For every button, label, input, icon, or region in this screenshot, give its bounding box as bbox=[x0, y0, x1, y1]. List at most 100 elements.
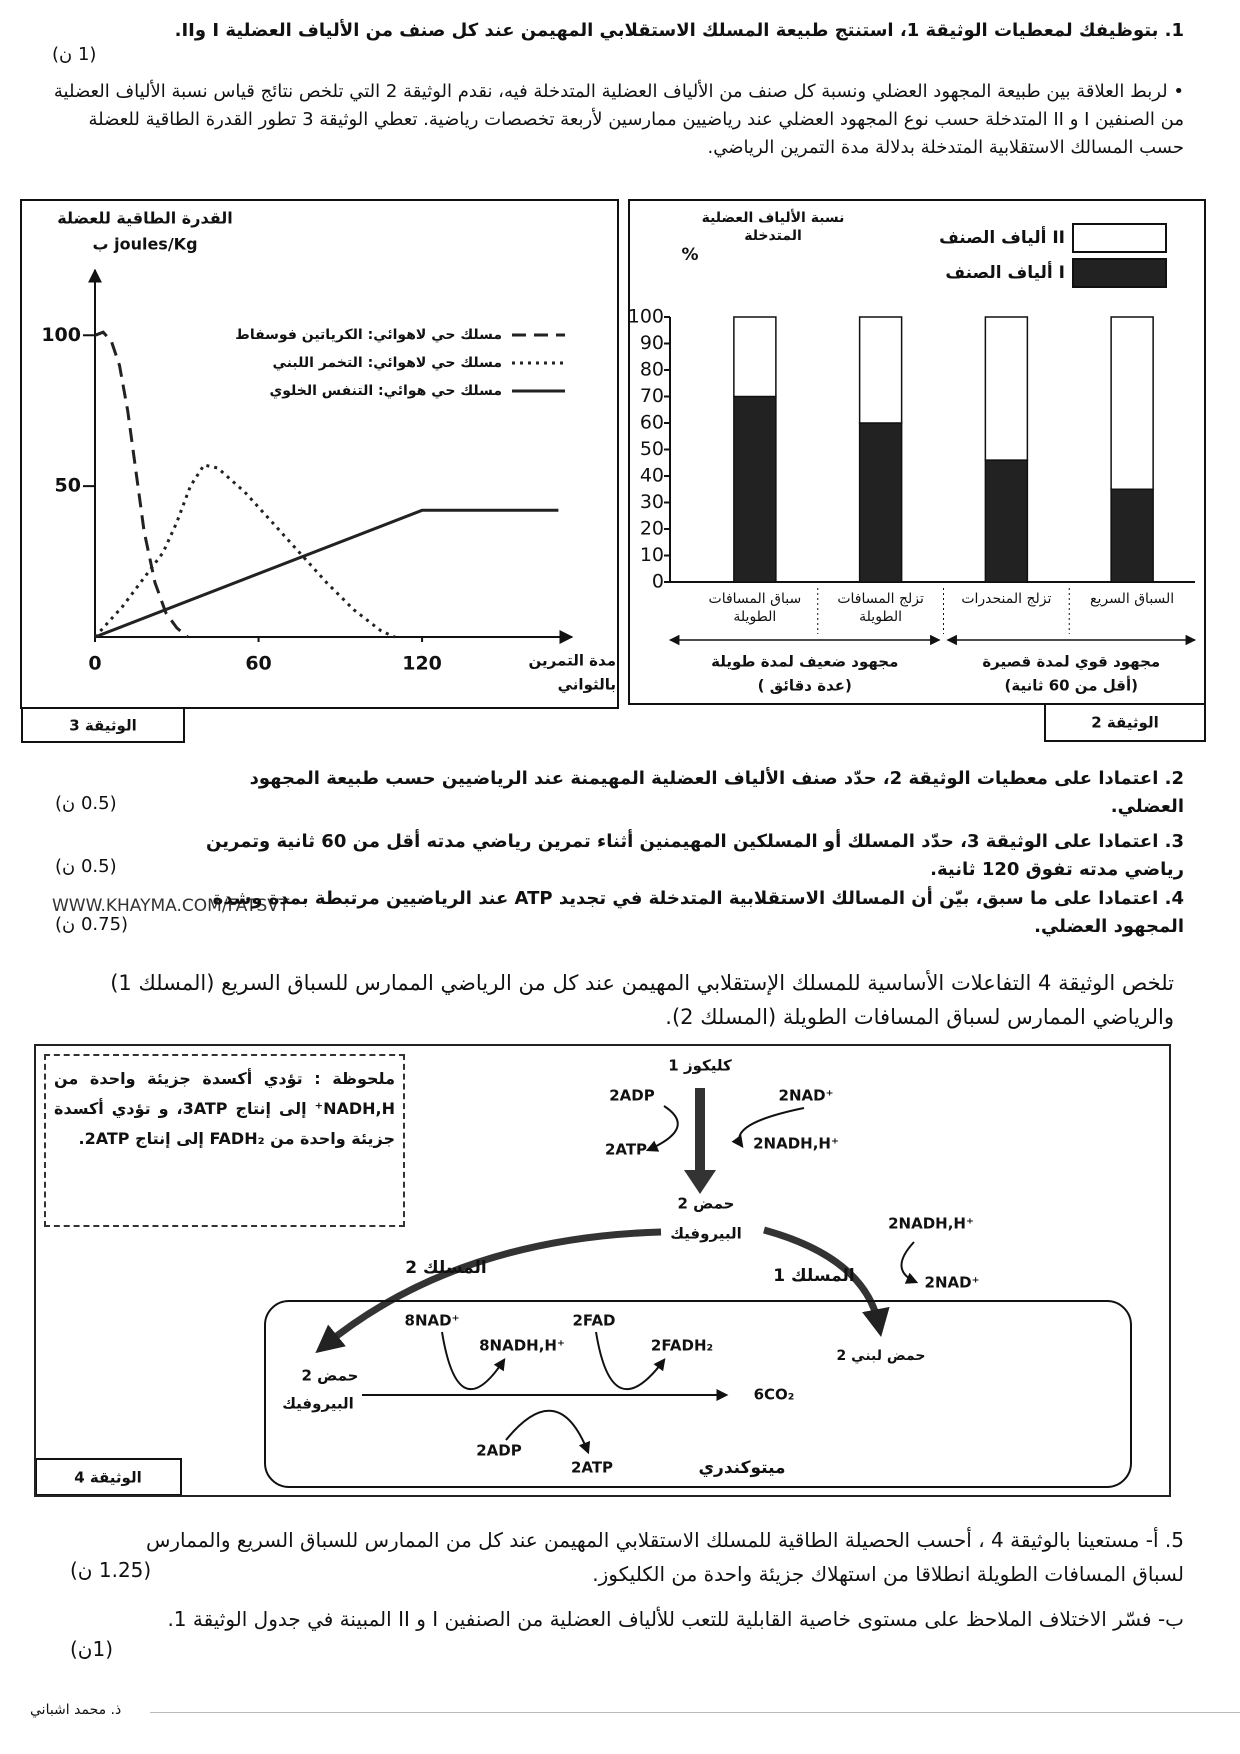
y-tick-label: 70 bbox=[640, 385, 664, 407]
adp: 2ADP bbox=[476, 1442, 522, 1460]
bar bbox=[984, 316, 1029, 461]
fadh: 2FADH₂ bbox=[651, 1337, 713, 1355]
pyruvate: 2 حمض bbox=[301, 1367, 358, 1385]
co2: 6CO₂ bbox=[754, 1386, 795, 1404]
series-line bbox=[93, 463, 396, 639]
arrows bbox=[264, 1088, 1132, 1488]
bar bbox=[1110, 488, 1154, 583]
points: (0.5 ن) bbox=[55, 856, 117, 877]
question-5a: 5. أ- مستعينا بالوثيقة 4 ، أحسب الحصيلة … bbox=[145, 1528, 1184, 1586]
fad: 2FAD bbox=[572, 1312, 615, 1330]
x-tick-label: 0 bbox=[88, 653, 101, 675]
y-tick-label: 100 bbox=[41, 324, 81, 346]
diagram: 1 كليكوز 2ADP 2NAD⁺ 2ATP 2NADH,H⁺ 2 حمض … bbox=[36, 1057, 1132, 1495]
pathway-1: المسلك 1 bbox=[773, 1266, 854, 1286]
x-tick-label: تزلج المسافات الطويلة bbox=[837, 591, 924, 625]
pathway-2: المسلك 2 bbox=[405, 1258, 486, 1278]
bar-chart: 0 10 20 30 40 50 60 70 80 90 100% ألياف الصنف I أليا… bbox=[628, 199, 1206, 742]
points: (1ن) bbox=[70, 1637, 114, 1661]
y-axis-title: ب joules/Kg bbox=[92, 235, 197, 254]
atp: 2ATP bbox=[571, 1459, 613, 1477]
points: (0.75 ن) bbox=[55, 914, 129, 935]
footer: ذ. محمد اشباني bbox=[30, 1702, 122, 1718]
question-1: 1. بتوظيفك لمعطيات الوثيقة 1، استنتج طبي… bbox=[174, 20, 1184, 41]
doc-label: الوثيقة 3 bbox=[69, 717, 137, 735]
legend-swatch bbox=[1072, 223, 1167, 253]
y-tick-label: 0 bbox=[652, 571, 664, 593]
group-note: ( عدة دقائق) bbox=[758, 677, 852, 695]
y-axis-title: نسبة الألياف العضلية المتدخلة bbox=[701, 210, 845, 244]
x-tick-label: السباق السريع bbox=[1090, 591, 1175, 607]
points: (1 ن) bbox=[52, 44, 97, 65]
bar bbox=[984, 459, 1029, 583]
note: ملحوظة : تؤدي أكسدة جزيئة واحدة من NADH,… bbox=[44, 1054, 405, 1227]
pyruvate: البيروفيك bbox=[670, 1225, 742, 1243]
y-tick-label: 90 bbox=[640, 332, 664, 354]
x-tick-label: 60 bbox=[245, 653, 271, 675]
x-tick-label: 120 bbox=[402, 653, 442, 675]
points: (0.5 ن) bbox=[55, 793, 117, 814]
doc-label: الوثيقة 4 bbox=[74, 1469, 142, 1487]
x-tick-label: تزلج المنحدرات bbox=[961, 591, 1052, 607]
frame bbox=[628, 199, 1206, 705]
document-2: 0 10 20 30 40 50 60 70 80 90 100% ألياف الصنف I أليا… bbox=[628, 199, 1206, 743]
y-tick-label: 30 bbox=[640, 491, 664, 513]
y-axis-unit: % bbox=[681, 245, 698, 265]
doc-label-box bbox=[1044, 703, 1206, 742]
y-tick-label: 40 bbox=[640, 465, 664, 487]
question-2: 2. اعتمادا على معطيات الوثيقة 2، حدّد صن… bbox=[249, 768, 1184, 817]
intro: • لربط العلاقة بين طبيعة المجهود العضلي … bbox=[53, 81, 1184, 158]
x-tick-label: سباق المسافات الطويلة bbox=[708, 591, 802, 625]
legend-label: ألياف الصنف II bbox=[939, 226, 1065, 248]
document-4: ملحوظة : تؤدي أكسدة جزيئة واحدة من NADH,… bbox=[34, 1044, 1171, 1497]
y-tick-label: 60 bbox=[640, 412, 664, 434]
bar bbox=[1110, 316, 1154, 490]
points: (1.25 ن) bbox=[70, 1558, 152, 1582]
group-title: مجهود ضعيف لمدة طويلة bbox=[711, 653, 898, 671]
footer-rule bbox=[150, 1712, 1240, 1713]
nadh: 2NADH,H⁺ bbox=[753, 1135, 839, 1153]
nad: 8NAD⁺ bbox=[405, 1312, 460, 1330]
glucose: 1 كليكوز bbox=[668, 1057, 732, 1075]
question-5b: ب- فسّر الاختلاف الملاحظ على مستوى خاصية… bbox=[167, 1607, 1184, 1631]
bar bbox=[858, 422, 903, 583]
adp: 2ADP bbox=[609, 1087, 655, 1105]
legend-label: ألياف الصنف I bbox=[945, 261, 1065, 283]
bar bbox=[858, 316, 903, 424]
doc-label-box bbox=[36, 1458, 182, 1495]
nadh: 8NADH,H⁺ bbox=[479, 1337, 565, 1355]
frame bbox=[20, 199, 619, 709]
legend-label: مسلك حي لاهوائي: الكرياتين فوسفاط bbox=[235, 327, 502, 343]
line-chart: القدرة الطاقية للعضلة ب joules/Kg مدة التم… bbox=[20, 199, 619, 743]
lactic-acid: 2 حمض لبني bbox=[837, 1348, 926, 1364]
document-3: القدرة الطاقية للعضلة ب joules/Kg مدة التم… bbox=[20, 199, 620, 743]
series-line bbox=[94, 508, 559, 639]
atp: 2ATP bbox=[605, 1141, 647, 1159]
pyruvate: 2 حمض bbox=[677, 1195, 734, 1213]
doc-label-box bbox=[21, 707, 185, 743]
question-4: 4. اعتمادا على ما سبق، بيّن أن المسالك ا… bbox=[212, 888, 1184, 937]
y-tick-label: 50 bbox=[640, 438, 664, 460]
mitochondria: ميتوكندري bbox=[698, 1458, 785, 1478]
pyruvate: البيروفيك bbox=[282, 1395, 354, 1413]
bar bbox=[733, 395, 777, 583]
y-tick-label: 100 bbox=[628, 306, 664, 328]
y-tick-label: 20 bbox=[640, 518, 664, 540]
group-title: مجهود قوي لمدة قصيرة bbox=[982, 653, 1160, 672]
bar bbox=[733, 316, 777, 398]
question-3: 3. اعتمادا على الوثيقة 3، حدّد المسلك أو… bbox=[206, 831, 1184, 880]
x-axis-title: بالثواني bbox=[558, 676, 616, 694]
doc-label: الوثيقة 2 bbox=[1091, 714, 1159, 732]
legend-label: مسلك حي لاهوائي: التخمر اللبني bbox=[273, 355, 502, 371]
legend-swatch bbox=[1072, 258, 1167, 288]
y-axis-title: القدرة الطاقية للعضلة bbox=[57, 209, 232, 228]
x-axis-title: مدة التمرين bbox=[529, 652, 616, 670]
y-tick-label: 50 bbox=[55, 475, 81, 497]
y-tick-label: 80 bbox=[640, 359, 664, 381]
nad: 2NAD⁺ bbox=[925, 1274, 980, 1292]
legend-label: مسلك حي هوائي: التنفس الخلوي bbox=[269, 383, 502, 400]
nad: 2NAD⁺ bbox=[779, 1087, 834, 1105]
watermark: WWW.KHAYMA.COM/FATSVT bbox=[52, 896, 290, 916]
group-note: (أقل من 60 ثانية) bbox=[1004, 676, 1138, 695]
series-line bbox=[94, 330, 189, 639]
